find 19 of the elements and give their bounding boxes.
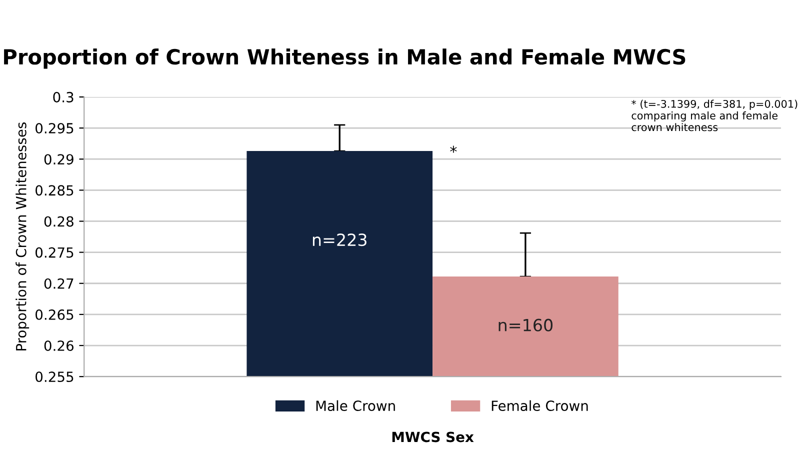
y-tick-label: 0.285 <box>36 185 74 196</box>
legend-label: Female Crown <box>492 400 588 412</box>
y-tick-label: 0.29 <box>44 154 74 165</box>
y-axis-title: Proportion of Crown Whitenesses <box>16 122 30 350</box>
y-tick-label: 0.3 <box>53 92 74 102</box>
y-tick-label: 0.265 <box>36 309 74 320</box>
y-tick-label: 0.28 <box>44 216 74 227</box>
y-tick-label: 0.255 <box>36 372 74 382</box>
annotation: * <box>450 146 457 153</box>
y-tick-label: 0.26 <box>44 340 74 351</box>
legend-label: Male Crown <box>316 400 395 412</box>
chart-title: Proportion of Crown Whiteness in Male and Female MWCS <box>4 48 686 69</box>
y-tick-label: 0.275 <box>36 247 74 258</box>
y-tick-label: 0.295 <box>36 123 74 134</box>
annotation: n=223 <box>312 233 366 246</box>
annotation: * (t=-3.1399, df=381, p=0.001) comparing male and female crown whiteness <box>631 100 798 132</box>
annotation: n=160 <box>498 318 553 332</box>
y-tick-label: 0.27 <box>44 278 74 289</box>
x-axis-title: MWCS Sex <box>392 432 474 442</box>
